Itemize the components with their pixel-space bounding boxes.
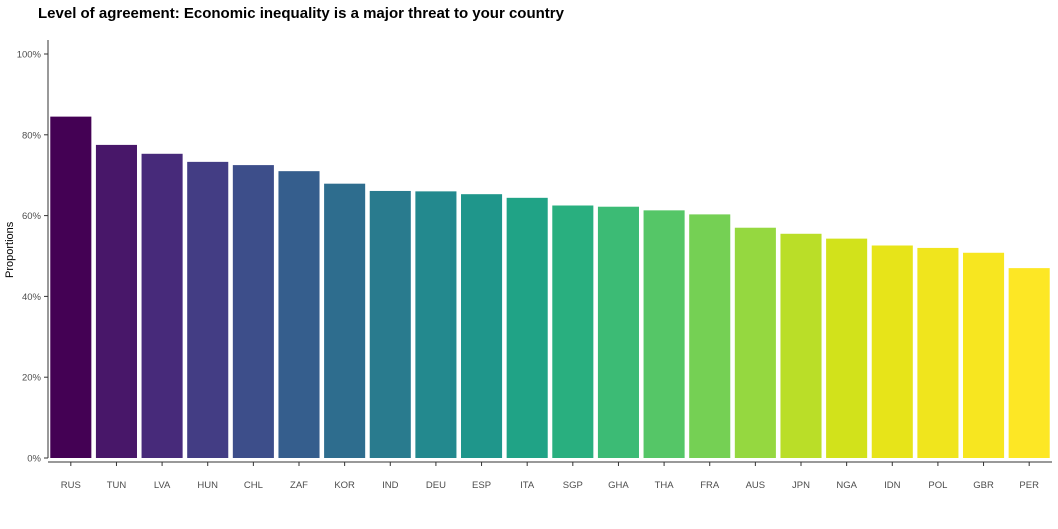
x-tick-label: LVA — [154, 480, 171, 491]
bar-nga — [826, 238, 868, 458]
bar-deu — [415, 191, 457, 459]
bar-gha — [597, 206, 639, 458]
bar-tun — [95, 144, 137, 458]
bar-ita — [506, 197, 548, 458]
x-tick-label: ZAF — [290, 480, 308, 491]
bar-ind — [369, 190, 411, 458]
y-tick-label: 60% — [22, 211, 42, 222]
bar-fra — [689, 214, 731, 458]
x-tick-label: TUN — [107, 480, 127, 491]
bar-rus — [50, 116, 92, 459]
x-tick-label: PER — [1019, 480, 1039, 491]
bar-idn — [871, 245, 913, 458]
x-tick-label: RUS — [61, 480, 81, 491]
x-tick-label: GHA — [608, 480, 629, 491]
y-tick-label: 40% — [22, 292, 42, 303]
x-tick-label: GBR — [973, 480, 994, 491]
y-tick-label: 100% — [17, 50, 42, 61]
bar-tha — [643, 210, 685, 458]
x-tick-label: AUS — [746, 480, 766, 491]
x-tick-label: ITA — [520, 480, 535, 491]
x-tick-label: THA — [655, 480, 675, 491]
bar-jpn — [780, 233, 822, 458]
x-tick-label: NGA — [836, 480, 857, 491]
x-tick-label: JPN — [792, 480, 810, 491]
y-tick-label: 80% — [22, 130, 42, 141]
chart-title: Level of agreement: Economic inequality … — [38, 5, 564, 22]
y-tick-label: 0% — [27, 454, 41, 465]
x-tick-label: KOR — [334, 480, 355, 491]
bar-per — [1008, 268, 1050, 458]
x-tick-label: HUN — [197, 480, 218, 491]
x-tick-label: CHL — [244, 480, 263, 491]
bar-lva — [141, 153, 183, 458]
bar-aus — [734, 227, 776, 458]
bar-kor — [324, 183, 366, 458]
bar-pol — [917, 247, 959, 458]
bar-chl — [232, 165, 274, 458]
bar-sgp — [552, 205, 594, 458]
x-tick-label: ESP — [472, 480, 491, 491]
bar-esp — [461, 194, 503, 459]
x-tick-label: POL — [928, 480, 947, 491]
bar-hun — [187, 161, 229, 459]
x-tick-label: IDN — [884, 480, 901, 491]
x-tick-label: FRA — [700, 480, 720, 491]
y-tick-label: 20% — [22, 373, 42, 384]
x-tick-label: SGP — [563, 480, 583, 491]
bar-zaf — [278, 171, 320, 458]
x-tick-label: IND — [382, 480, 399, 491]
x-tick-label: DEU — [426, 480, 446, 491]
bar-gbr — [963, 252, 1005, 458]
